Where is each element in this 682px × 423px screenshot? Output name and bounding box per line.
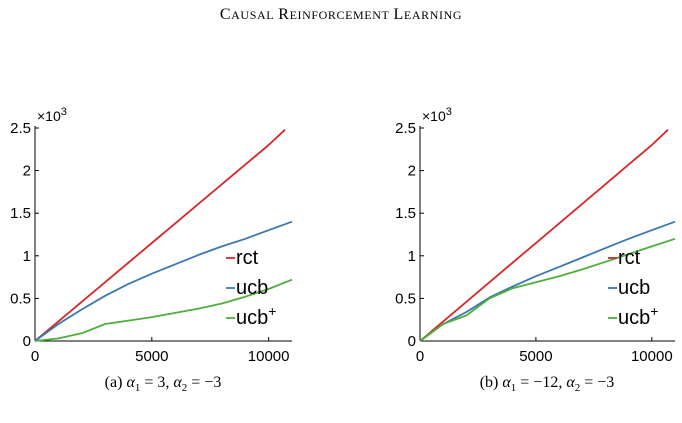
subfigure-caption: (b) α1 = −12, α2 = −3	[480, 374, 615, 394]
legend-label-rct: rct	[236, 247, 259, 269]
x-tick-label: 5000	[135, 348, 168, 365]
page-header: CAUSAL REINFORCEMENT LEARNING	[0, 6, 682, 24]
legend-label-ucb-plus: ucb+	[618, 303, 658, 329]
x-tick-label: 10000	[631, 348, 673, 365]
x-tick-label: 10000	[248, 348, 290, 365]
y-scale-factor: ×103	[422, 106, 452, 124]
legend-label-ucb: ucb	[618, 277, 650, 299]
y-tick-label: 0.5	[10, 290, 31, 307]
x-tick-label: 0	[416, 348, 424, 365]
chart-panel-a: 0 0.5 1 1.5 2 2.5 0 5000 10000 ×103 rct ucb ucb+ (a) …	[10, 106, 293, 394]
series-line-rct	[34, 129, 286, 342]
y-tick-label: 1	[23, 248, 31, 265]
y-tick-label: 1.5	[395, 205, 416, 222]
y-tick-label: 2	[408, 163, 416, 180]
legend-label-ucb-plus: ucb+	[236, 303, 276, 329]
y-tick-label: 0	[408, 333, 416, 350]
series-line-rct	[419, 129, 669, 342]
y-tick-label: 2.5	[395, 120, 416, 137]
subfigure-caption: (a) α1 = 3, α2 = −3	[105, 374, 222, 394]
chart-panel-b: 0 0.5 1 1.5 2 2.5 0 5000 10000 ×103 rct ucb ucb+ (b) …	[395, 106, 676, 394]
x-tick-label: 0	[31, 348, 39, 365]
header-word-1: CAUSAL	[219, 6, 275, 23]
y-tick-label: 2.5	[10, 120, 31, 137]
header-word-2: REINFORCEMENT	[278, 6, 390, 23]
x-tick-label: 5000	[519, 348, 552, 365]
series-line-ucb	[419, 220, 676, 342]
series-line-ucb-plus	[34, 278, 293, 342]
series-line-ucb	[34, 220, 293, 342]
y-tick-label: 0	[23, 333, 31, 350]
y-tick-label: 1	[408, 248, 416, 265]
y-tick-label: 2	[23, 163, 31, 180]
legend-label-rct: rct	[618, 247, 641, 269]
series-line-ucb-plus	[419, 237, 676, 342]
y-tick-label: 0.5	[395, 290, 416, 307]
legend-label-ucb: ucb	[236, 277, 268, 299]
y-scale-factor: ×103	[37, 106, 67, 124]
header-word-3: LEARNING	[393, 6, 463, 23]
y-tick-label: 1.5	[10, 205, 31, 222]
